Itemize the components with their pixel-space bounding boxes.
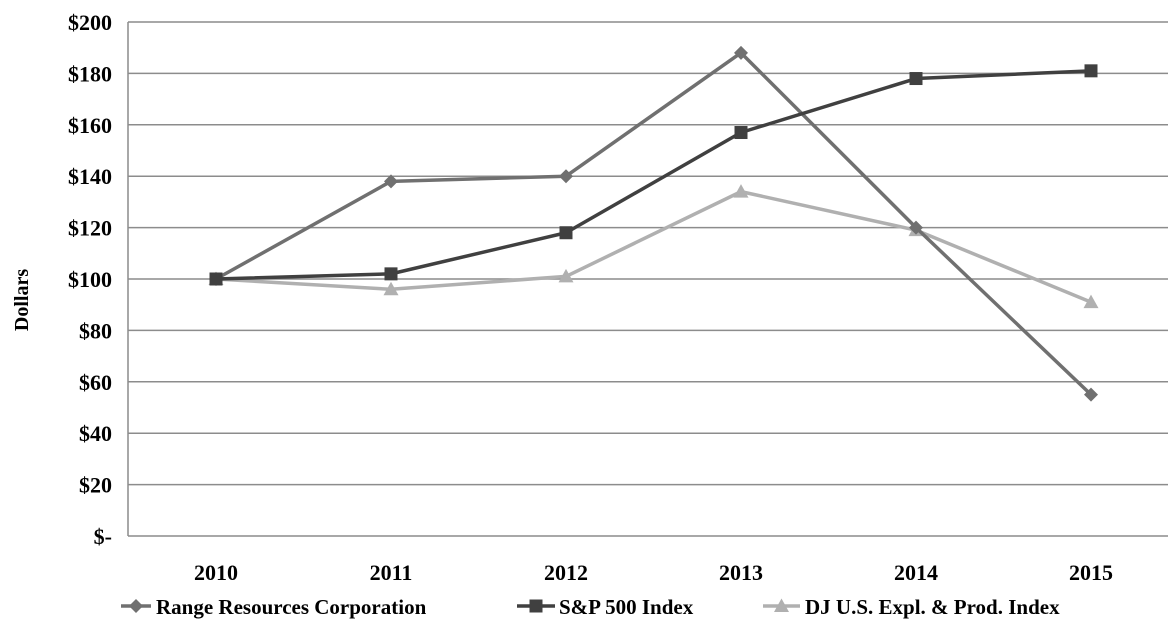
data-point [384, 174, 398, 189]
y-tick-label: $20 [79, 473, 112, 498]
series-line [215, 51, 1093, 396]
data-point [384, 267, 398, 281]
legend-marker [129, 599, 143, 613]
x-tick-label: 2015 [1069, 560, 1113, 585]
y-tick-label: $140 [68, 164, 112, 189]
data-point [734, 126, 748, 140]
series-1 [209, 64, 1098, 286]
legend-label: S&P 500 Index [559, 595, 694, 619]
y-tick-label: $180 [68, 61, 112, 86]
y-tick-label: $100 [68, 267, 112, 292]
y-tick-label: $80 [79, 318, 112, 343]
data-point [909, 220, 923, 235]
legend-item: Range Resources Corporation [121, 595, 427, 619]
series-line [215, 189, 1092, 304]
series-group [208, 45, 1099, 402]
data-point [909, 72, 923, 86]
data-point [734, 45, 748, 60]
data-point [383, 281, 399, 296]
legend-item: S&P 500 Index [517, 595, 694, 619]
x-tick-label: 2014 [894, 560, 938, 585]
legend-marker [774, 598, 789, 612]
legend-label: DJ U.S. Expl. & Prod. Index [805, 595, 1060, 619]
y-tick-label: $200 [68, 10, 112, 35]
y-tick-label: $160 [68, 113, 112, 138]
legend-label: Range Resources Corporation [156, 595, 427, 619]
legend-marker [529, 599, 543, 613]
legend: Range Resources Corporation S&P 500 Index… [121, 595, 1060, 619]
data-point [558, 268, 574, 283]
data-point [1084, 64, 1098, 78]
y-tick-label: $- [94, 524, 112, 549]
y-axis-label: Dollars [11, 269, 33, 331]
axes: $- $20 $40 $60 $80 $100 $120 $140 $160 $180 $200 20… [11, 10, 1168, 585]
data-point [1083, 294, 1099, 309]
series-line [215, 69, 1092, 281]
data-point [733, 184, 749, 198]
series-0 [209, 45, 1098, 402]
x-tick-label: 2011 [370, 560, 413, 585]
data-point [559, 226, 573, 240]
x-tick-label: 2010 [194, 560, 238, 585]
legend-item: DJ U.S. Expl. & Prod. Index [763, 595, 1060, 619]
y-tick-label: $120 [68, 216, 112, 241]
x-tick-label: 2013 [719, 560, 763, 585]
y-tick-label: $60 [79, 370, 112, 395]
x-tick-label: 2012 [544, 560, 588, 585]
series-2 [208, 184, 1099, 309]
data-point [1084, 387, 1098, 402]
data-point [559, 169, 573, 184]
y-tick-label: $40 [79, 421, 112, 446]
gridlines [128, 21, 1168, 486]
data-point [209, 272, 223, 286]
